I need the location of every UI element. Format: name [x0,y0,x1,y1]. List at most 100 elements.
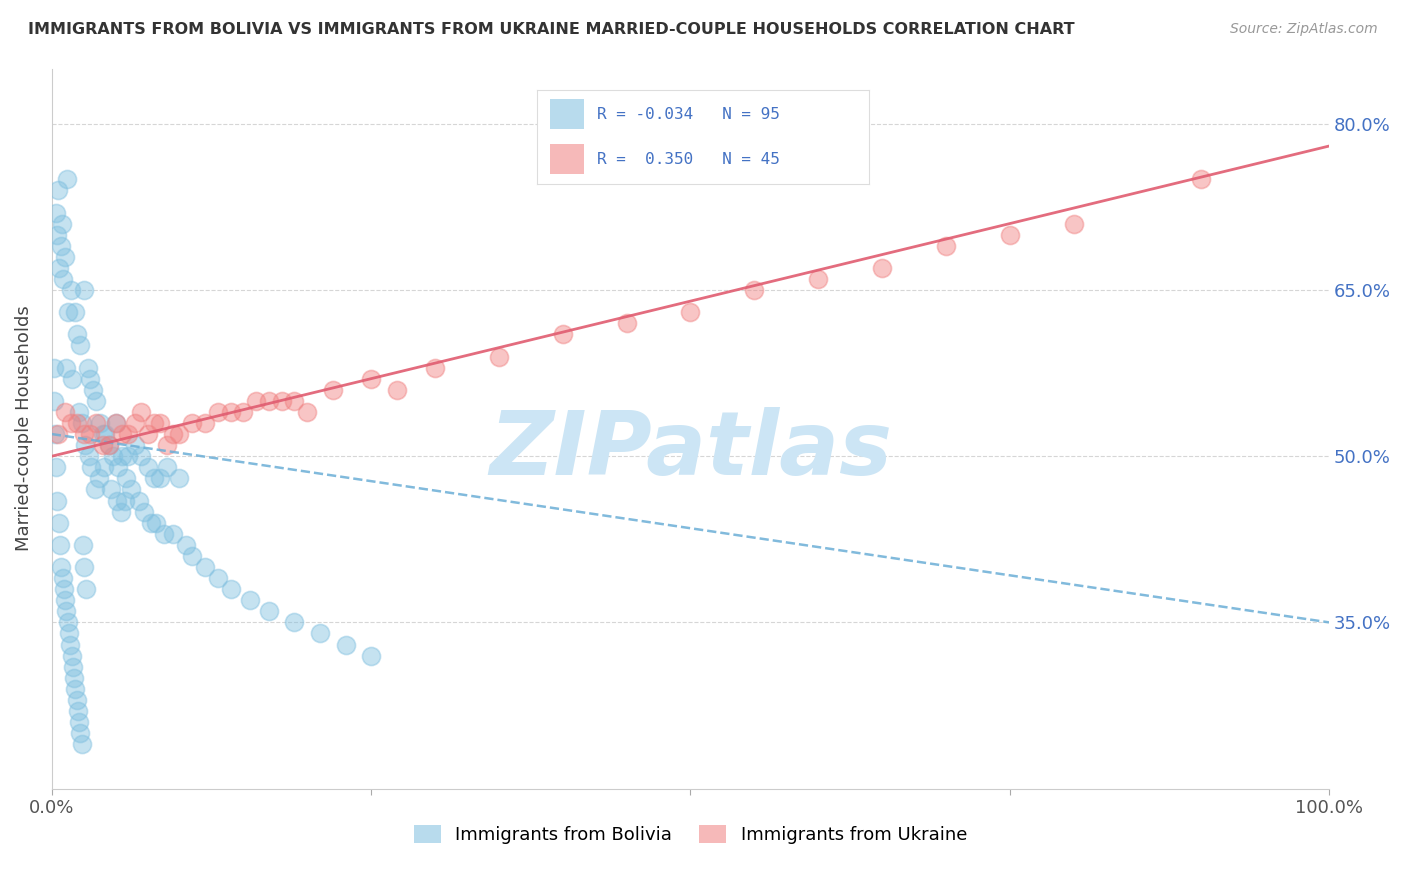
Point [76,360,98,375]
Point [169,427,191,442]
Point [129,405,152,419]
Text: Source: ZipAtlas.com: Source: ZipAtlas.com [1230,22,1378,37]
Point [101,449,124,463]
Point [44,360,66,375]
Point [60,372,83,386]
Point [153,526,176,541]
Point [207,405,229,419]
Point [124,438,146,452]
Point [86,393,108,408]
Point [283,615,305,630]
Point [145,516,167,530]
Point [94,427,117,442]
Text: ZIPatlas: ZIPatlas [489,407,891,493]
Point [62,659,84,673]
Point [79,372,101,386]
Point [114,493,136,508]
Point [149,471,172,485]
Point [181,549,204,563]
Point [45,205,67,219]
Point [48,260,70,275]
Point [998,227,1021,242]
Point [56,172,79,186]
Point [239,593,262,607]
Point [91,427,114,442]
Point [156,460,179,475]
Legend: Immigrants from Bolivia, Immigrants from Ukraine: Immigrants from Bolivia, Immigrants from… [413,825,967,845]
Point [93,460,115,475]
Point [385,383,408,397]
Point [870,260,893,275]
Point [322,383,344,397]
Point [66,416,89,430]
Point [87,471,110,485]
Point [488,350,510,364]
Point [45,227,67,242]
Point [136,427,159,442]
Point [51,560,73,574]
Point [72,538,94,552]
Point [69,338,91,352]
Point [66,693,89,707]
Point [111,449,134,463]
Point [60,648,83,663]
Point [105,493,128,508]
Point [69,726,91,740]
Point [169,471,191,485]
Point [53,593,76,607]
Point [77,449,100,463]
Point [100,483,122,497]
Point [75,582,97,596]
Point [49,239,72,253]
Y-axis label: Married-couple Households: Married-couple Households [15,306,32,551]
Point [72,416,94,430]
Point [132,505,155,519]
Point [73,560,96,574]
Point [128,493,150,508]
Point [52,582,75,596]
Point [66,704,89,718]
Point [66,327,89,342]
Point [59,638,82,652]
Point [63,671,86,685]
Point [423,360,446,375]
Point [156,438,179,452]
Point [67,714,90,729]
Point [142,416,165,430]
Point [807,272,830,286]
Point [80,460,103,475]
Point [232,405,254,419]
Point [58,626,80,640]
Point [257,604,280,618]
Point [52,571,75,585]
Point [89,416,111,430]
Point [207,571,229,585]
Point [181,416,204,430]
Point [1189,172,1212,186]
Point [141,516,163,530]
Point [73,427,96,442]
Point [55,360,77,375]
Point [360,648,382,663]
Point [149,416,172,430]
Point [53,250,76,264]
Point [53,405,76,419]
Point [45,460,67,475]
Point [52,272,75,286]
Text: IMMIGRANTS FROM BOLIVIA VS IMMIGRANTS FROM UKRAINE MARRIED-COUPLE HOUSEHOLDS COR: IMMIGRANTS FROM BOLIVIA VS IMMIGRANTS FR… [28,22,1074,37]
Point [65,681,87,696]
Point [742,283,765,297]
Point [117,449,139,463]
Point [44,427,66,442]
Point [70,737,93,751]
Point [335,638,357,652]
Point [107,460,129,475]
Point [136,460,159,475]
Point [86,416,108,430]
Point [42,393,65,408]
Point [174,538,197,552]
Point [110,505,132,519]
Point [270,393,292,408]
Point [84,483,107,497]
Point [1063,217,1085,231]
